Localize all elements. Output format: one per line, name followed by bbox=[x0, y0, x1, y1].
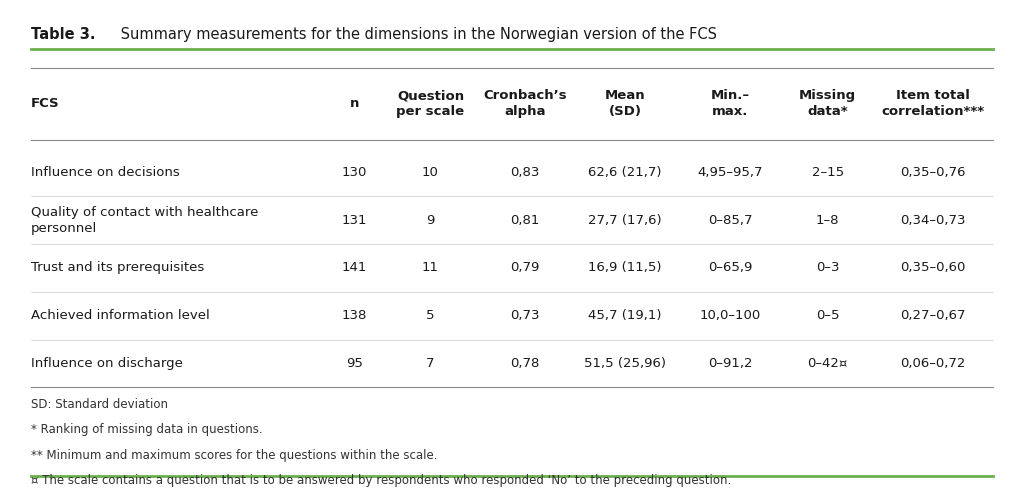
Text: 2–15: 2–15 bbox=[812, 166, 844, 179]
Text: 62,6 (21,7): 62,6 (21,7) bbox=[589, 166, 662, 179]
Text: 10: 10 bbox=[422, 166, 439, 179]
Text: * Ranking of missing data in questions.: * Ranking of missing data in questions. bbox=[31, 423, 262, 437]
Text: 45,7 (19,1): 45,7 (19,1) bbox=[589, 309, 662, 322]
Text: Cronbach’s
alpha: Cronbach’s alpha bbox=[483, 89, 567, 118]
Text: Summary measurements for the dimensions in the Norwegian version of the FCS: Summary measurements for the dimensions … bbox=[116, 27, 717, 42]
Text: 95: 95 bbox=[346, 357, 362, 370]
Text: 4,95–95,7: 4,95–95,7 bbox=[697, 166, 763, 179]
Text: 7: 7 bbox=[426, 357, 435, 370]
Text: 27,7 (17,6): 27,7 (17,6) bbox=[588, 214, 662, 227]
Text: Min.–
max.: Min.– max. bbox=[711, 89, 750, 118]
Text: 0,27–0,67: 0,27–0,67 bbox=[900, 309, 966, 322]
Text: Quality of contact with healthcare
personnel: Quality of contact with healthcare perso… bbox=[31, 206, 258, 235]
Text: 5: 5 bbox=[426, 309, 435, 322]
Text: n: n bbox=[349, 97, 358, 110]
Text: ¤ The scale contains a question that is to be answered by respondents who respon: ¤ The scale contains a question that is … bbox=[31, 474, 731, 487]
Text: 1–8: 1–8 bbox=[816, 214, 840, 227]
Text: 0,78: 0,78 bbox=[510, 357, 540, 370]
Text: 0–5: 0–5 bbox=[816, 309, 840, 322]
Text: 0,34–0,73: 0,34–0,73 bbox=[900, 214, 966, 227]
Text: 130: 130 bbox=[342, 166, 367, 179]
Text: 0–42¤: 0–42¤ bbox=[807, 357, 848, 370]
Text: 0,35–0,60: 0,35–0,60 bbox=[900, 262, 966, 274]
Text: 141: 141 bbox=[342, 262, 367, 274]
Text: Missing
data*: Missing data* bbox=[799, 89, 856, 118]
Text: 0–3: 0–3 bbox=[816, 262, 840, 274]
Text: Influence on decisions: Influence on decisions bbox=[31, 166, 179, 179]
Text: 11: 11 bbox=[422, 262, 439, 274]
Text: 10,0–100: 10,0–100 bbox=[699, 309, 761, 322]
Text: 0–91,2: 0–91,2 bbox=[708, 357, 753, 370]
Text: Achieved information level: Achieved information level bbox=[31, 309, 210, 322]
Text: Mean
(SD): Mean (SD) bbox=[605, 89, 645, 118]
Text: Influence on discharge: Influence on discharge bbox=[31, 357, 182, 370]
Text: 0,06–0,72: 0,06–0,72 bbox=[900, 357, 966, 370]
Text: Question
per scale: Question per scale bbox=[396, 89, 465, 118]
Text: 51,5 (25,96): 51,5 (25,96) bbox=[584, 357, 666, 370]
Text: 0,83: 0,83 bbox=[510, 166, 540, 179]
Text: 0,35–0,76: 0,35–0,76 bbox=[900, 166, 966, 179]
Text: FCS: FCS bbox=[31, 97, 59, 110]
Text: 138: 138 bbox=[342, 309, 367, 322]
Text: 131: 131 bbox=[341, 214, 367, 227]
Text: 16,9 (11,5): 16,9 (11,5) bbox=[589, 262, 662, 274]
Text: SD: Standard deviation: SD: Standard deviation bbox=[31, 398, 168, 411]
Text: 0,73: 0,73 bbox=[510, 309, 540, 322]
Text: 0,81: 0,81 bbox=[510, 214, 540, 227]
Text: 9: 9 bbox=[426, 214, 434, 227]
Text: 0–85,7: 0–85,7 bbox=[708, 214, 753, 227]
Text: ** Minimum and maximum scores for the questions within the scale.: ** Minimum and maximum scores for the qu… bbox=[31, 449, 437, 462]
Text: Trust and its prerequisites: Trust and its prerequisites bbox=[31, 262, 204, 274]
Text: 0,79: 0,79 bbox=[510, 262, 540, 274]
Text: Item total
correlation***: Item total correlation*** bbox=[882, 89, 984, 118]
Text: Table 3.: Table 3. bbox=[31, 27, 95, 42]
Text: 0–65,9: 0–65,9 bbox=[709, 262, 753, 274]
